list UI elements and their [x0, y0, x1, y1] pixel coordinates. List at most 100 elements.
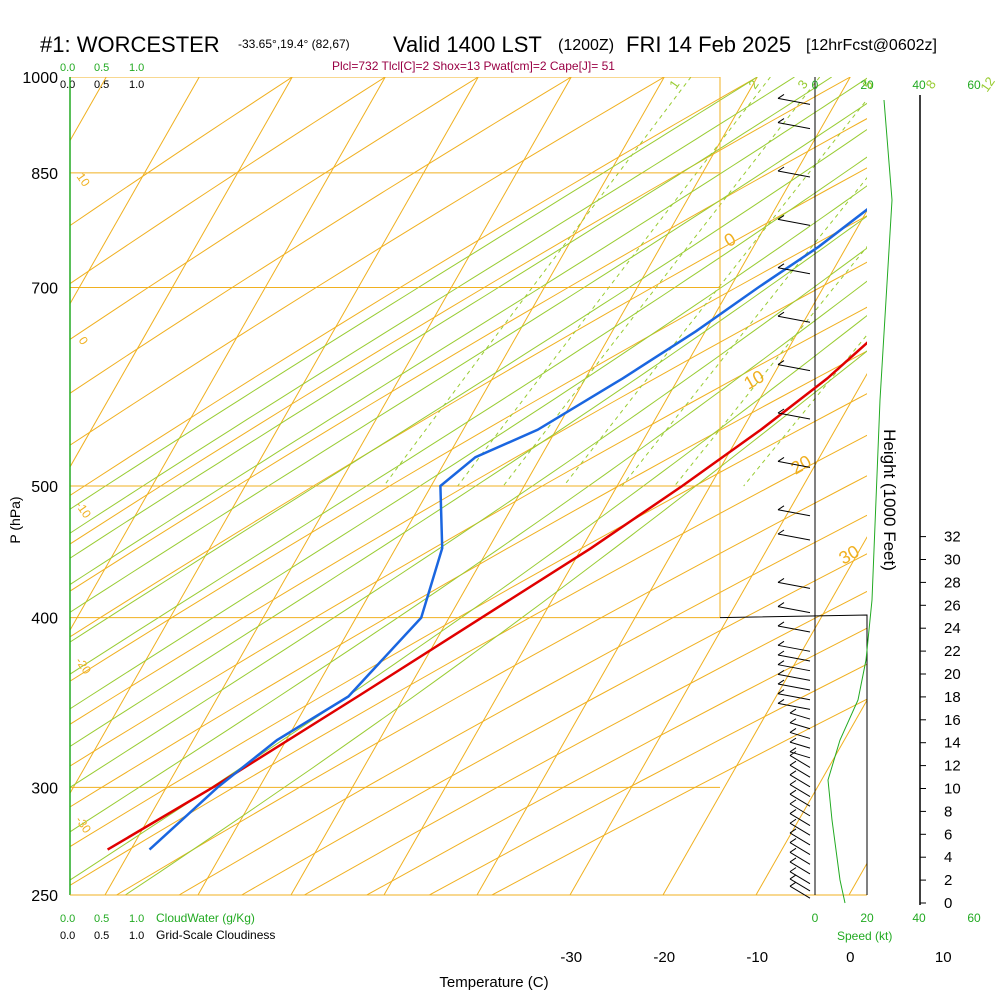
- height-axis-title: Height (1000 Feet): [880, 429, 899, 571]
- moist-adiabat-line: [70, 156, 867, 675]
- thetae-label: 10: [740, 366, 767, 393]
- wind-barb: [789, 755, 811, 768]
- temperature-tick-label: -10: [746, 949, 768, 966]
- wind-barb-flag: [789, 874, 797, 880]
- dry-adiabat-line: [70, 77, 572, 394]
- cloudiness-label: Grid-Scale Cloudiness: [156, 928, 275, 942]
- station-title: #1: WORCESTER: [40, 32, 220, 57]
- mixing-ratio-line: [457, 77, 771, 487]
- wind-barb: [789, 784, 811, 797]
- wind-barb: [789, 741, 811, 749]
- top-cloudiness-scale-0: 0.0: [60, 79, 75, 91]
- height-tick-label: 14: [944, 735, 961, 752]
- bottom-cloudiness-scale-1: 0.5: [94, 930, 109, 942]
- background-grid: [0, 77, 867, 895]
- height-tick-label: 26: [944, 597, 961, 614]
- mixing-ratio-line: [502, 77, 821, 487]
- pressure-tick-label: 300: [31, 780, 58, 797]
- x-axis-title: Temperature (C): [439, 974, 548, 991]
- thetae-label: 20: [787, 451, 814, 478]
- wind-barb: [777, 267, 811, 275]
- wind-barb: [789, 822, 811, 836]
- pressure-tick-label: 850: [31, 166, 58, 183]
- isotherm-line: [0, 77, 13, 895]
- wind-barb-flag: [789, 828, 797, 834]
- wind-barb-flag: [789, 718, 797, 724]
- wind-barb-flag: [789, 838, 797, 844]
- wind-barb-flag: [777, 698, 785, 704]
- wind-barb: [777, 509, 811, 517]
- dry-adiabat-line: [70, 77, 293, 227]
- wind-barb: [777, 673, 811, 681]
- moist-adiabat-line: [70, 280, 867, 833]
- wind-barb: [777, 170, 811, 178]
- isotherm-line: [755, 699, 867, 895]
- thetae-label: 30: [835, 541, 862, 568]
- moist-adiabat-line: [70, 102, 867, 613]
- height-tick-label: 12: [944, 758, 961, 775]
- wind-speed-profile: [827, 99, 893, 904]
- wind-barb-flag: [789, 881, 797, 887]
- wind-barb-flag: [777, 621, 785, 627]
- height-tick-label: 28: [944, 574, 961, 591]
- moist-adiabat-line: [70, 315, 867, 881]
- wind-barb-flag: [777, 118, 785, 124]
- wind-barb: [777, 683, 811, 691]
- pressure-tick-label: 500: [31, 479, 58, 496]
- wind-barb-flag: [789, 708, 797, 714]
- wind-barb-flag: [777, 679, 785, 685]
- wind-panel: [777, 93, 893, 904]
- speed-tick-label: 20: [860, 78, 874, 92]
- height-tick-label: 18: [944, 689, 961, 706]
- wind-barb-flag: [777, 602, 785, 608]
- mixing-ratio-line: [621, 176, 867, 487]
- theta-label: -30: [73, 814, 95, 837]
- wind-barb: [789, 813, 811, 826]
- bottom-cloudiness-scale-2: 1.0: [129, 930, 144, 942]
- wind-barb-flag: [777, 650, 785, 656]
- wind-barb-flag: [777, 577, 785, 583]
- dry-adiabat-line: [70, 261, 867, 725]
- wind-barb-flag: [777, 360, 785, 366]
- wind-barb-flag: [777, 505, 785, 511]
- wind-barb-flag: [789, 737, 797, 743]
- bottom-cloud-scale-1: 0.5: [94, 913, 109, 925]
- temperature-tick-label: -30: [560, 949, 582, 966]
- wind-barb: [789, 731, 811, 739]
- wind-barb: [789, 751, 811, 759]
- wind-barb-flag: [789, 809, 797, 814]
- moist-adiabat-line: [70, 77, 795, 534]
- wind-barb: [777, 702, 811, 710]
- wind-barb-flag: [777, 214, 785, 220]
- height-tick-label: 0: [944, 895, 952, 912]
- mixing-ratio-line: [674, 245, 867, 487]
- wind-barb: [777, 460, 811, 468]
- mixing-ratio-line: [383, 77, 692, 487]
- dry-adiabat-line: [70, 215, 867, 682]
- speed-tick-label: 0: [812, 911, 819, 925]
- isotherm-line: [70, 77, 293, 468]
- height-tick-label: 10: [944, 781, 961, 798]
- wind-barb: [777, 664, 811, 672]
- dry-adiabat-line: [70, 306, 867, 767]
- tropopause-edge-line: [719, 614, 868, 895]
- wind-barb: [777, 218, 811, 226]
- wind-barb: [789, 842, 811, 856]
- surface-dewpoint-marker: [961, 68, 969, 76]
- height-tick-label: 20: [944, 666, 961, 683]
- speed-tick-label: 60: [967, 911, 981, 925]
- height-tick-label: 2: [944, 872, 952, 889]
- mixing-ratio-line: [743, 334, 867, 487]
- pressure-tick-label: 400: [31, 611, 58, 628]
- dry-adiabat-line: [304, 590, 867, 895]
- moist-adiabat-line: [125, 350, 867, 895]
- wind-barb: [789, 774, 811, 788]
- dry-adiabat-line: [70, 77, 386, 285]
- dewpoint-profile: [148, 208, 867, 851]
- wind-barb-flag: [777, 93, 785, 99]
- wind-barb-flag: [777, 660, 785, 666]
- top-cloud-scale-1: 0.5: [94, 62, 109, 74]
- wind-barb-flag: [777, 689, 785, 695]
- wind-barb: [789, 871, 811, 885]
